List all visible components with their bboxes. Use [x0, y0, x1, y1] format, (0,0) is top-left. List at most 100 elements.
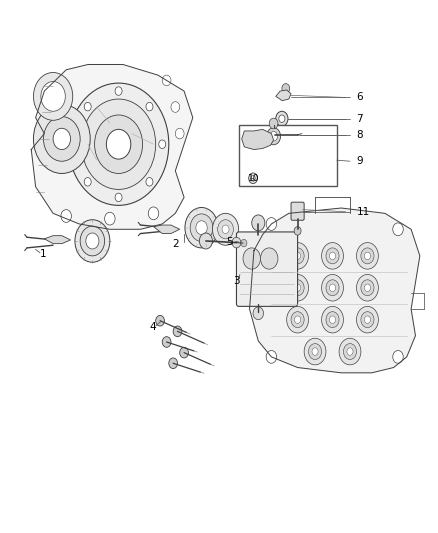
- Circle shape: [41, 82, 65, 111]
- Circle shape: [364, 252, 371, 260]
- Circle shape: [326, 280, 339, 296]
- Circle shape: [294, 227, 301, 235]
- Circle shape: [190, 214, 213, 241]
- Circle shape: [84, 177, 91, 186]
- Text: 9: 9: [357, 156, 363, 166]
- Circle shape: [308, 344, 321, 360]
- Circle shape: [105, 212, 115, 225]
- Text: 1: 1: [40, 249, 46, 259]
- Circle shape: [329, 316, 336, 324]
- Circle shape: [115, 193, 122, 201]
- Circle shape: [162, 337, 171, 348]
- Circle shape: [252, 215, 265, 231]
- Text: 7: 7: [357, 114, 363, 124]
- Circle shape: [270, 132, 278, 141]
- Circle shape: [222, 225, 229, 233]
- Text: 10: 10: [248, 174, 259, 183]
- Circle shape: [326, 312, 339, 328]
- FancyBboxPatch shape: [237, 232, 297, 306]
- Circle shape: [326, 248, 339, 264]
- Circle shape: [294, 284, 300, 292]
- Circle shape: [282, 84, 290, 93]
- Circle shape: [287, 306, 308, 333]
- Circle shape: [291, 312, 304, 328]
- Text: 4: 4: [149, 322, 156, 332]
- Circle shape: [81, 99, 155, 189]
- Circle shape: [364, 284, 371, 292]
- Circle shape: [361, 280, 374, 296]
- Circle shape: [159, 140, 166, 149]
- Circle shape: [279, 115, 285, 123]
- Circle shape: [232, 237, 241, 248]
- Circle shape: [267, 128, 281, 145]
- Circle shape: [84, 102, 91, 111]
- Circle shape: [393, 223, 403, 236]
- Circle shape: [53, 128, 71, 150]
- Circle shape: [304, 338, 326, 365]
- Circle shape: [357, 274, 378, 301]
- Circle shape: [196, 221, 207, 235]
- Circle shape: [33, 72, 73, 120]
- Circle shape: [261, 248, 278, 269]
- Circle shape: [294, 316, 300, 324]
- Polygon shape: [153, 225, 180, 233]
- Circle shape: [291, 280, 304, 296]
- Circle shape: [287, 274, 308, 301]
- Circle shape: [321, 306, 343, 333]
- Text: 6: 6: [357, 92, 363, 102]
- Circle shape: [95, 115, 143, 173]
- Text: 3: 3: [233, 276, 240, 286]
- Circle shape: [343, 344, 357, 360]
- Circle shape: [294, 252, 300, 260]
- Circle shape: [361, 248, 374, 264]
- Circle shape: [271, 130, 279, 140]
- Circle shape: [321, 243, 343, 269]
- Text: 11: 11: [357, 207, 370, 217]
- Circle shape: [146, 177, 153, 186]
- Circle shape: [218, 220, 233, 239]
- Polygon shape: [242, 130, 274, 150]
- Circle shape: [43, 117, 80, 161]
- Circle shape: [243, 248, 261, 269]
- Circle shape: [71, 140, 78, 149]
- Polygon shape: [31, 64, 193, 229]
- Circle shape: [75, 220, 110, 262]
- Circle shape: [329, 252, 336, 260]
- Circle shape: [68, 83, 169, 205]
- Circle shape: [347, 348, 353, 356]
- Circle shape: [253, 307, 264, 320]
- Circle shape: [180, 348, 188, 358]
- Circle shape: [312, 348, 318, 356]
- Circle shape: [251, 175, 255, 181]
- Circle shape: [33, 104, 90, 173]
- Circle shape: [115, 87, 122, 95]
- Polygon shape: [276, 90, 291, 101]
- Circle shape: [169, 358, 177, 368]
- Polygon shape: [250, 208, 420, 373]
- Text: 5: 5: [226, 237, 233, 247]
- Text: 2: 2: [172, 239, 179, 248]
- Circle shape: [80, 226, 105, 256]
- Circle shape: [199, 233, 212, 249]
- Circle shape: [61, 209, 71, 222]
- Circle shape: [249, 173, 258, 183]
- Circle shape: [321, 274, 343, 301]
- Circle shape: [393, 351, 403, 364]
- Circle shape: [266, 351, 277, 364]
- Circle shape: [162, 75, 171, 86]
- Circle shape: [241, 239, 247, 247]
- Circle shape: [155, 316, 164, 326]
- Circle shape: [146, 102, 153, 111]
- Circle shape: [357, 243, 378, 269]
- Circle shape: [175, 128, 184, 139]
- Circle shape: [361, 312, 374, 328]
- Circle shape: [148, 207, 159, 220]
- Circle shape: [357, 306, 378, 333]
- Circle shape: [339, 338, 361, 365]
- Circle shape: [276, 111, 288, 126]
- Circle shape: [106, 130, 131, 159]
- FancyBboxPatch shape: [291, 202, 304, 220]
- Circle shape: [287, 243, 308, 269]
- Circle shape: [86, 233, 99, 249]
- Text: 8: 8: [357, 130, 363, 140]
